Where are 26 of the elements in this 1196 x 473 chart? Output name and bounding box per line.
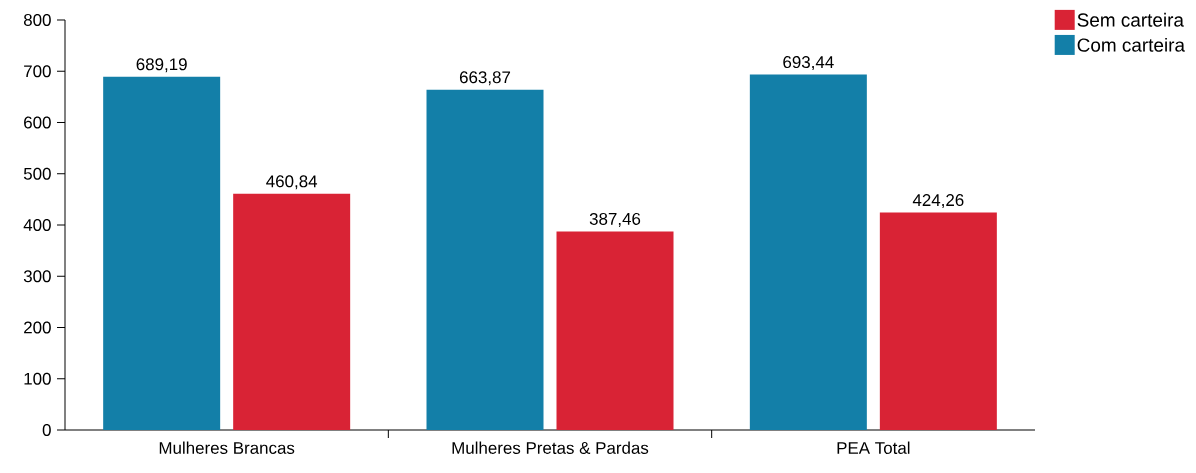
y-tick-label: 300 [23,270,51,283]
y-tick-label: 400 [23,219,51,231]
data-label: 693,44 [783,56,834,71]
bar [103,76,221,430]
y-tick-label: 500 [23,167,51,180]
bar [233,193,351,430]
bar [879,212,997,430]
y-tick-label: 700 [24,65,51,78]
y-tick-label: 0 [42,424,51,436]
legend-label: Com carteira [1077,37,1186,52]
x-tick-label: PEA Total [837,441,910,454]
y-tick-label: 100 [24,372,51,385]
data-label: 460,84 [266,175,318,190]
bar [749,74,867,430]
x-tick-label: Mulheres Brancas [159,441,295,454]
y-tick-label: 600 [24,116,51,129]
y-tick-label: 200 [24,321,51,334]
x-tick-label: Mulheres Pretas & Pardas [452,441,649,454]
y-tick-label: 800 [23,14,51,26]
legend-label: Sem carteira [1077,12,1184,27]
data-label: 387,46 [589,212,641,227]
bar [426,89,544,430]
data-label: 689,19 [136,58,187,73]
data-label: 424,26 [912,194,964,209]
bar [556,231,674,430]
data-label: 663,87 [459,71,511,86]
